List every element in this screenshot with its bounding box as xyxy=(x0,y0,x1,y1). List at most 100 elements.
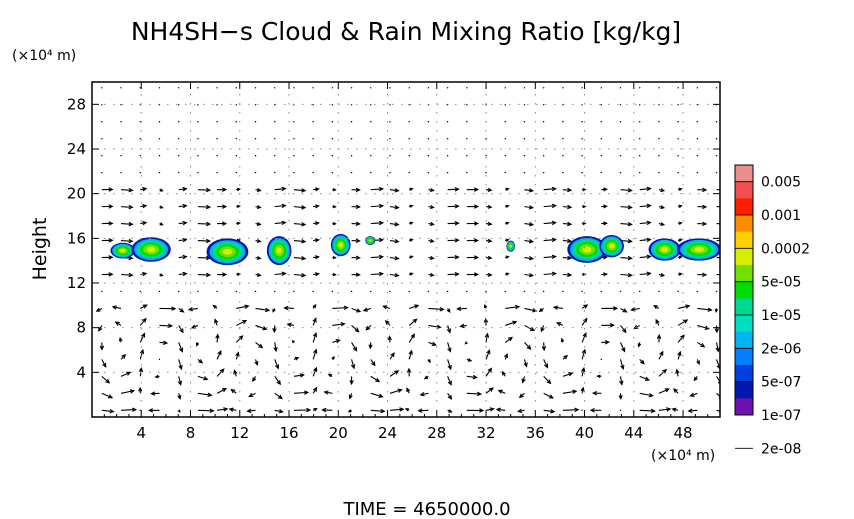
vector-arrow xyxy=(543,205,556,208)
vector-arrow xyxy=(274,359,279,369)
vector-dot xyxy=(542,290,545,293)
vector-arrow xyxy=(216,368,225,377)
cloud-blob xyxy=(330,233,351,257)
vector-dot xyxy=(658,87,660,89)
vector-arrow xyxy=(697,324,709,330)
vector-arrowhead xyxy=(659,350,664,356)
vector-dot xyxy=(216,138,218,140)
vector-arrow xyxy=(101,375,110,384)
vector-arrowhead xyxy=(516,408,523,414)
vector-dot xyxy=(542,121,545,123)
vector-arrowhead xyxy=(141,332,146,338)
vector-dot xyxy=(427,290,430,293)
vector-arrowhead xyxy=(108,238,114,243)
vector-arrowhead xyxy=(390,352,395,358)
vector-arrowhead xyxy=(678,221,683,226)
colorbar-swatch xyxy=(735,248,753,266)
vector-dot xyxy=(504,155,506,157)
vector-dot xyxy=(312,155,314,157)
vector-arrow xyxy=(543,359,548,368)
vector-arrow xyxy=(274,221,286,225)
vector-arrow xyxy=(389,273,399,277)
vector-dot xyxy=(619,121,622,123)
vector-arrowhead xyxy=(348,394,353,400)
vector-arrowhead xyxy=(528,222,535,227)
vector-dot xyxy=(254,290,257,293)
vector-arrowhead xyxy=(678,238,683,243)
vector-arrowhead xyxy=(195,342,200,347)
vector-arrow xyxy=(485,387,494,394)
vector-arrowhead xyxy=(429,187,435,193)
vector-dot xyxy=(639,87,641,89)
vector-arrowhead xyxy=(252,377,257,383)
vector-arrowhead xyxy=(495,407,501,412)
vector-arrowhead xyxy=(627,238,633,244)
vector-arrowhead xyxy=(551,254,557,260)
vector-arrow xyxy=(562,206,572,208)
vector-arrowhead xyxy=(567,221,573,227)
vector-arrowhead xyxy=(622,308,628,313)
vector-arrowhead xyxy=(167,323,174,329)
vector-arrowhead xyxy=(504,353,509,358)
vector-arrowhead xyxy=(219,368,225,374)
vector-arrow xyxy=(485,333,489,343)
vector-arrowhead xyxy=(331,356,335,360)
vector-arrowhead xyxy=(291,339,295,344)
vector-dot xyxy=(139,171,141,174)
vector-arrowhead xyxy=(154,374,159,379)
vector-arrow xyxy=(255,307,270,311)
cloud-contours xyxy=(110,233,720,266)
vector-arrowhead xyxy=(321,407,327,413)
vector-arrow xyxy=(581,318,588,326)
vector-arrowhead xyxy=(567,187,573,193)
vector-dot xyxy=(216,121,218,123)
vector-arrowhead xyxy=(518,393,524,399)
vector-arrowhead xyxy=(177,380,183,386)
vector-arrowhead xyxy=(484,332,490,338)
y-axis: 4 8 12 16 20 24 28 xyxy=(67,95,720,381)
vector-arrow xyxy=(370,205,383,208)
vector-arrowhead xyxy=(479,408,485,413)
cloud-blob xyxy=(648,238,681,261)
vector-arrow xyxy=(389,189,399,192)
vector-arrowhead xyxy=(689,392,695,397)
vector-arrowhead xyxy=(332,221,337,226)
vector-dot xyxy=(677,87,679,89)
vector-arrowhead xyxy=(591,390,598,396)
vector-dot xyxy=(408,121,410,123)
x-tick-label: 32 xyxy=(476,424,495,442)
vector-arrowhead xyxy=(551,237,557,243)
vector-dot xyxy=(619,87,622,89)
vector-arrowhead xyxy=(121,353,127,359)
vector-arrowhead xyxy=(142,271,148,277)
vector-dot xyxy=(158,138,161,140)
vector-arrowhead xyxy=(248,392,254,397)
vector-dot xyxy=(331,290,334,293)
vector-dot xyxy=(639,155,641,157)
cloud-band xyxy=(338,242,343,248)
vector-arrowhead xyxy=(118,336,123,342)
vector-arrow xyxy=(631,307,640,311)
vector-arrow xyxy=(197,256,210,259)
vector-dot xyxy=(235,104,238,106)
vector-arrowhead xyxy=(664,388,670,393)
vector-arrow xyxy=(197,223,210,225)
vector-arrow xyxy=(543,409,555,413)
vector-dot xyxy=(197,155,199,157)
vector-arrowhead xyxy=(528,256,535,261)
vector-arrowhead xyxy=(429,238,435,243)
vector-dot xyxy=(446,138,449,140)
vector-arrowhead xyxy=(171,306,177,311)
vector-arrowhead xyxy=(487,367,493,373)
vector-arrowhead xyxy=(447,365,452,371)
vector-arrowhead xyxy=(254,360,259,366)
vector-arrow xyxy=(505,306,520,310)
vector-arrowhead xyxy=(139,348,145,355)
x-tick-label: 16 xyxy=(279,424,298,442)
vector-dot xyxy=(120,104,122,106)
vector-arrow xyxy=(274,187,286,191)
vector-arrowhead xyxy=(355,272,361,277)
vector-arrowhead xyxy=(150,391,156,396)
vector-dot xyxy=(715,155,718,157)
vector-arrowhead xyxy=(274,364,280,370)
